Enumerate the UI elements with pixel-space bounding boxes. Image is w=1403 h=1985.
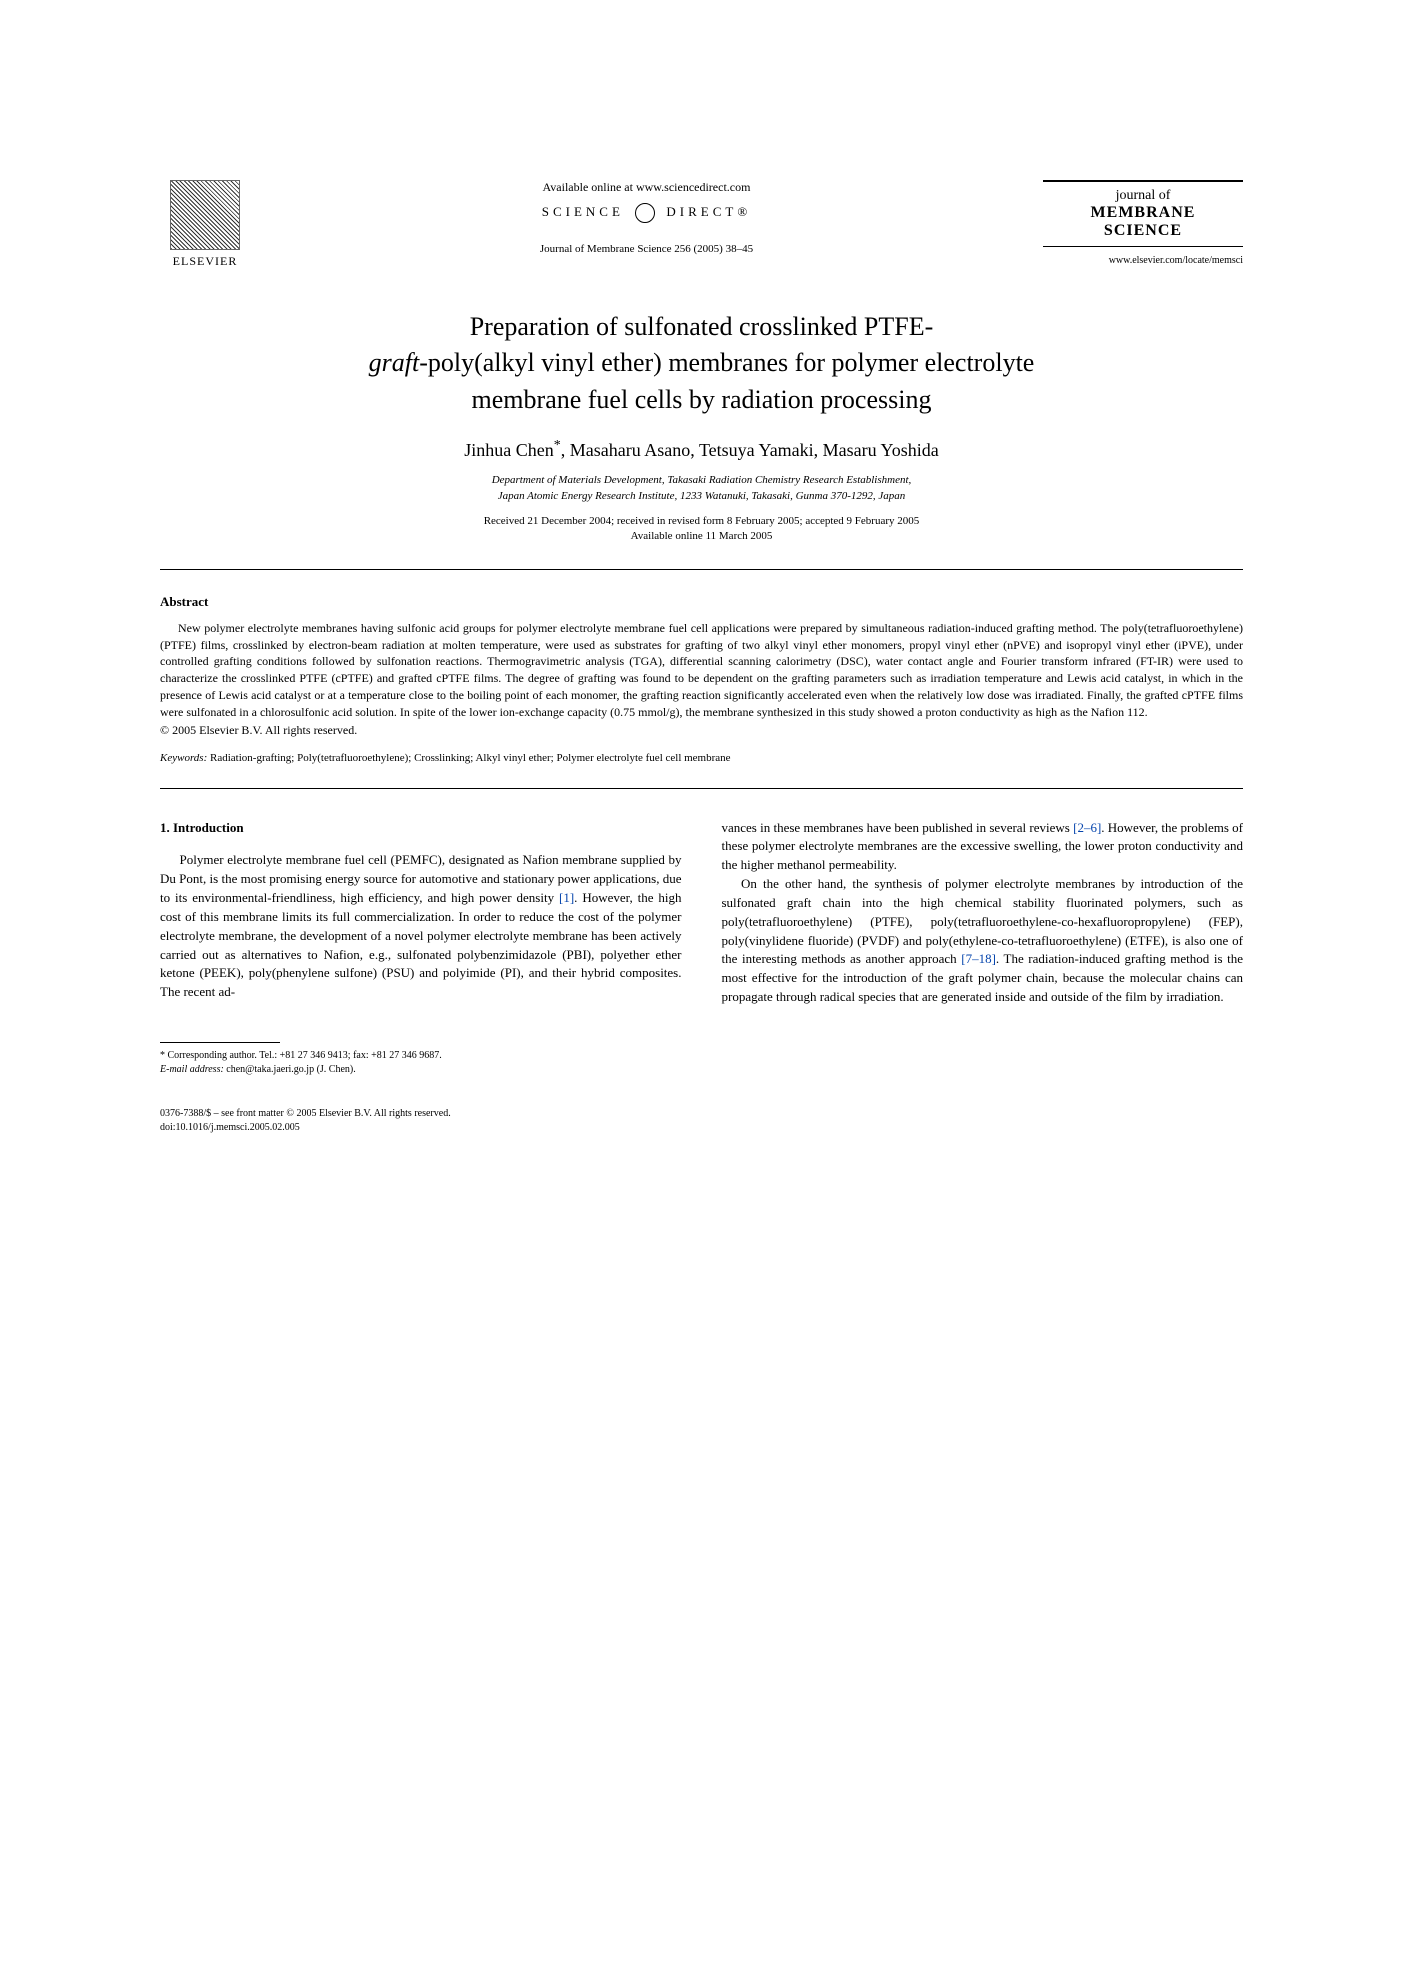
journal-box: journal of MEMBRANE SCIENCE www.elsevier… [1043,180,1243,266]
elsevier-logo: ELSEVIER [160,180,250,269]
intro-para-2: On the other hand, the synthesis of poly… [722,875,1244,1007]
dates-line1: Received 21 December 2004; received in r… [484,515,920,527]
affiliation-line1: Department of Materials Development, Tak… [492,474,912,486]
keywords-label: Keywords: [160,752,207,764]
available-online: Available online at www.sciencedirect.co… [250,180,1043,195]
paper-title: Preparation of sulfonated crosslinked PT… [160,309,1243,418]
journal-citation: Journal of Membrane Science 256 (2005) 3… [250,243,1043,255]
footer-info: 0376-7388/$ – see front matter © 2005 El… [160,1107,1243,1135]
abstract-copyright: © 2005 Elsevier B.V. All rights reserved… [160,723,1243,738]
page-header: ELSEVIER Available online at www.science… [160,180,1243,269]
sd-text2: DIRECT® [666,204,751,219]
footnote-divider [160,1042,280,1043]
keywords: Keywords: Radiation-grafting; Poly(tetra… [160,752,1243,764]
science-direct-logo: SCIENCE DIRECT® [250,203,1043,223]
corresponding-star: * [554,438,561,453]
footnote-email-label: E-mail address: [160,1064,224,1075]
title-line3: membrane fuel cells by radiation process… [472,385,932,414]
intro-para-1: Polymer electrolyte membrane fuel cell (… [160,851,682,1002]
footnote-star: * [160,1050,165,1061]
footnote-email: chen@taka.jaeri.go.jp (J. Chen). [224,1064,356,1075]
abstract-body: New polymer electrolyte membranes having… [160,621,1243,719]
affiliation: Department of Materials Development, Tak… [160,473,1243,504]
footer-line2: doi:10.1016/j.memsci.2005.02.005 [160,1122,300,1133]
journal-name-2: SCIENCE [1043,222,1243,240]
ref-7-18[interactable]: [7–18] [961,951,996,966]
c2p2-co2: co [1001,933,1013,948]
section-1-heading: 1. Introduction [160,819,682,838]
elsevier-label: ELSEVIER [173,254,238,269]
footnote-corresponding: * Corresponding author. Tel.: +81 27 346… [160,1049,682,1077]
title-line2: -poly(alkyl vinyl ether) membranes for p… [419,348,1034,377]
elsevier-tree-icon [170,180,240,250]
sd-compass-icon [635,203,655,223]
divider-bottom [160,788,1243,789]
title-graft-italic: graft [369,348,420,377]
body-columns: 1. Introduction Polymer electrolyte memb… [160,819,1243,1078]
dates-line2: Available online 11 March 2005 [631,530,773,542]
c2p2-co1: co [1061,914,1073,929]
journal-name-1: MEMBRANE [1043,204,1243,222]
column-right: vances in these membranes have been publ… [722,819,1244,1078]
article-dates: Received 21 December 2004; received in r… [160,514,1243,545]
abstract-heading: Abstract [160,594,1243,610]
ref-2-6[interactable]: [2–6] [1073,820,1101,835]
header-center: Available online at www.sciencedirect.co… [250,180,1043,255]
authors: Jinhua Chen*, Masaharu Asano, Tetsuya Ya… [160,438,1243,461]
journal-url: www.elsevier.com/locate/memsci [1043,255,1243,266]
ref-1[interactable]: [1] [559,890,574,905]
author-corresponding: Jinhua Chen [464,440,554,460]
c2p1a: vances in these membranes have been publ… [722,820,1074,835]
divider-top [160,569,1243,570]
column-left: 1. Introduction Polymer electrolyte memb… [160,819,682,1078]
p1b: . However, the high cost of this membran… [160,890,682,999]
title-block: Preparation of sulfonated crosslinked PT… [160,309,1243,545]
keywords-text: Radiation-grafting; Poly(tetrafluoroethy… [207,752,730,764]
footnote-corr: Corresponding author. Tel.: +81 27 346 9… [168,1050,442,1061]
authors-rest: , Masaharu Asano, Tetsuya Yamaki, Masaru… [561,440,939,460]
abstract-text: New polymer electrolyte membranes having… [160,620,1243,721]
footer-line1: 0376-7388/$ – see front matter © 2005 El… [160,1108,451,1119]
journal-name-prefix: journal of [1043,188,1243,204]
sd-text1: SCIENCE [542,204,624,219]
title-line1: Preparation of sulfonated crosslinked PT… [470,312,934,341]
intro-para-1-continued: vances in these membranes have been publ… [722,819,1244,876]
affiliation-line2: Japan Atomic Energy Research Institute, … [498,490,906,502]
